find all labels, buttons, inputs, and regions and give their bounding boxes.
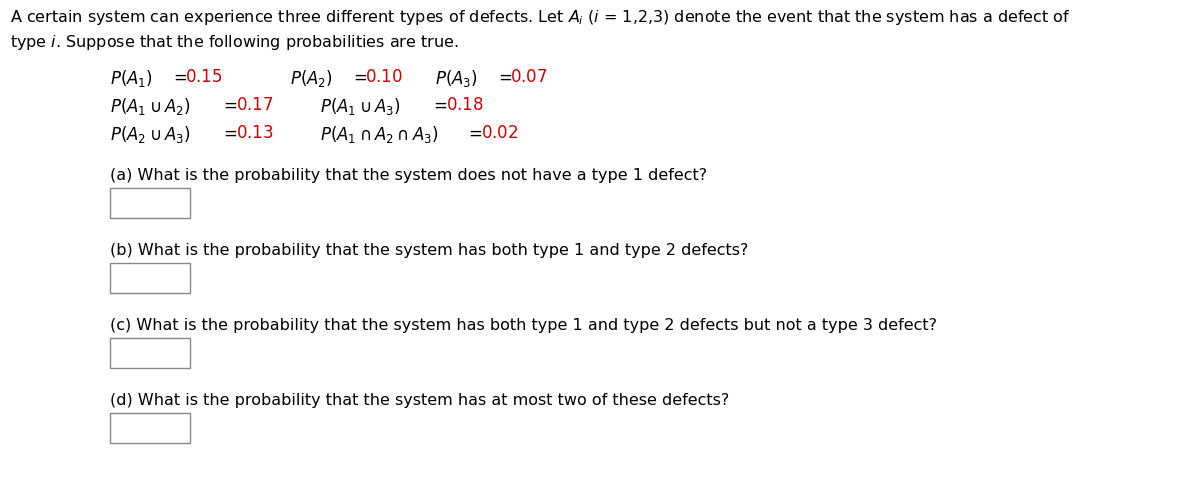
Text: (c) What is the probability that the system has both type 1 and type 2 defects b: (c) What is the probability that the sys… — [110, 318, 937, 333]
Text: $= $: $= $ — [350, 68, 367, 86]
Text: $0.10$: $0.10$ — [365, 68, 403, 86]
Text: $= $: $= $ — [466, 124, 482, 142]
Text: (b) What is the probability that the system has both type 1 and type 2 defects?: (b) What is the probability that the sys… — [110, 243, 749, 258]
FancyBboxPatch shape — [110, 413, 190, 443]
Text: $= $: $= $ — [496, 68, 512, 86]
Text: $P(A_3)$: $P(A_3)$ — [436, 68, 478, 89]
Text: $P(A_1 \cup A_3)$: $P(A_1 \cup A_3)$ — [320, 96, 401, 117]
Text: $0.18$: $0.18$ — [446, 96, 484, 114]
Text: $0.17$: $0.17$ — [236, 96, 274, 114]
Text: (d) What is the probability that the system has at most two of these defects?: (d) What is the probability that the sys… — [110, 393, 730, 408]
FancyBboxPatch shape — [110, 188, 190, 218]
Text: $= $: $= $ — [170, 68, 187, 86]
FancyBboxPatch shape — [110, 338, 190, 368]
Text: $P(A_2 \cup A_3)$: $P(A_2 \cup A_3)$ — [110, 124, 191, 145]
FancyBboxPatch shape — [110, 263, 190, 293]
Text: $0.15$: $0.15$ — [185, 68, 222, 86]
Text: $P(A_2)$: $P(A_2)$ — [290, 68, 332, 89]
Text: $0.02$: $0.02$ — [481, 124, 518, 142]
Text: $0.07$: $0.07$ — [510, 68, 547, 86]
Text: $= $: $= $ — [430, 96, 448, 114]
Text: $P(A_1 \cup A_2)$: $P(A_1 \cup A_2)$ — [110, 96, 191, 117]
Text: $0.13$: $0.13$ — [236, 124, 274, 142]
Text: A certain system can experience three different types of defects. Let $A_i$ ($i$: A certain system can experience three di… — [10, 8, 1070, 27]
Text: type $i$. Suppose that the following probabilities are true.: type $i$. Suppose that the following pro… — [10, 33, 458, 52]
Text: $P(A_1)$: $P(A_1)$ — [110, 68, 152, 89]
Text: $= $: $= $ — [220, 96, 238, 114]
Text: $= $: $= $ — [220, 124, 238, 142]
Text: (a) What is the probability that the system does not have a type 1 defect?: (a) What is the probability that the sys… — [110, 168, 707, 183]
Text: $P(A_1 \cap A_2 \cap A_3)$: $P(A_1 \cap A_2 \cap A_3)$ — [320, 124, 439, 145]
